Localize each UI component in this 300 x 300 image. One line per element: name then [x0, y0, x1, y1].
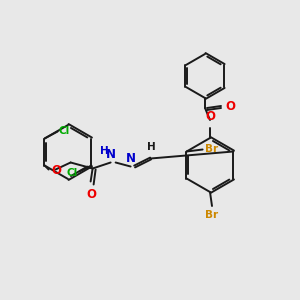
Text: O: O	[87, 188, 97, 202]
Text: H: H	[147, 142, 156, 152]
Text: N: N	[106, 148, 116, 161]
Text: H: H	[100, 146, 109, 157]
Text: O: O	[52, 164, 61, 177]
Text: O: O	[225, 100, 235, 113]
Text: Br: Br	[206, 210, 219, 220]
Text: O: O	[205, 110, 215, 123]
Text: Cl: Cl	[58, 125, 70, 136]
Text: Br: Br	[205, 145, 218, 154]
Text: N: N	[126, 152, 136, 166]
Text: Cl: Cl	[66, 167, 77, 178]
